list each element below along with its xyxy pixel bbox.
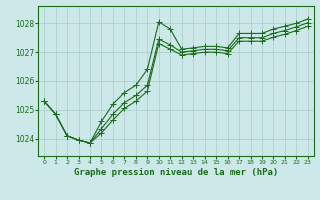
- X-axis label: Graphe pression niveau de la mer (hPa): Graphe pression niveau de la mer (hPa): [74, 168, 278, 177]
